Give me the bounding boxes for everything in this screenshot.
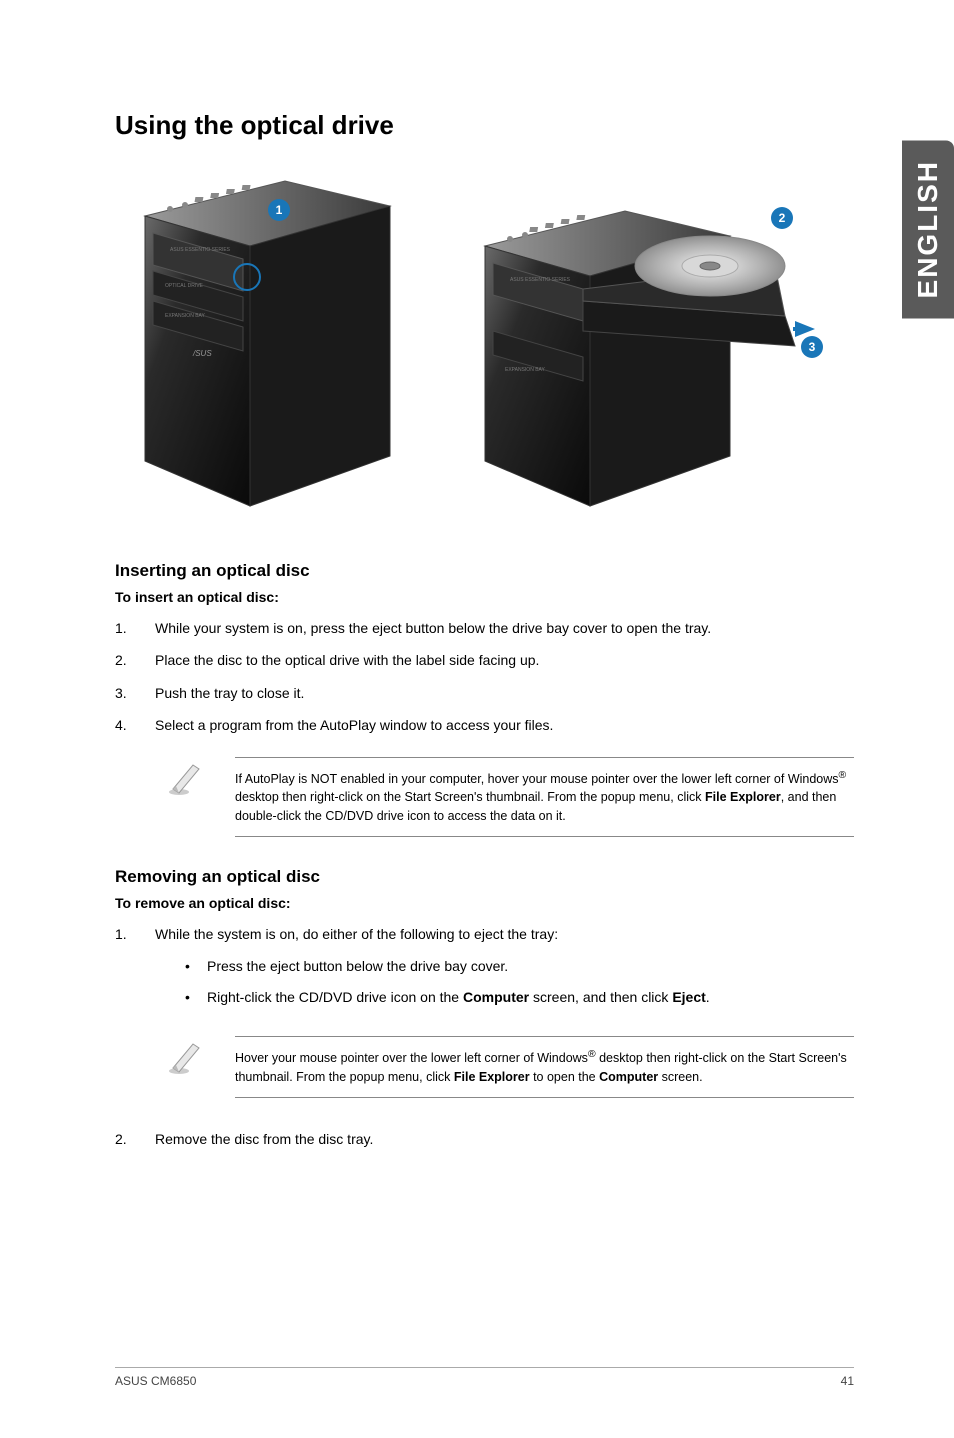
bullet-post: . [706, 989, 710, 1005]
reg-mark: ® [839, 770, 847, 781]
pencil-icon [165, 757, 205, 797]
tower-image-closed: ASUS ESSENTIO SERIES OPTICAL DRIVE EXPAN… [115, 171, 425, 521]
note-bold: File Explorer [454, 1070, 530, 1084]
note-mid: desktop then right-click on the Start Sc… [235, 790, 705, 804]
svg-text:EXPANSION BAY: EXPANSION BAY [165, 313, 205, 319]
insert-steps: While your system is on, press the eject… [115, 617, 854, 737]
remove-subhead: To remove an optical disc: [115, 895, 854, 911]
step-text: Place the disc to the optical drive with… [155, 649, 854, 671]
remove-steps-2: Remove the disc from the disc tray. [115, 1128, 854, 1150]
insert-subhead: To insert an optical disc: [115, 589, 854, 605]
remove-steps-1: While the system is on, do either of the… [115, 923, 854, 1016]
note-bold: File Explorer [705, 790, 781, 804]
note-pre: If AutoPlay is NOT enabled in your compu… [235, 772, 839, 786]
step-text: While the system is on, do either of the… [155, 926, 558, 942]
list-item: While your system is on, press the eject… [115, 617, 854, 639]
svg-text:ASUS ESSENTIO SERIES: ASUS ESSENTIO SERIES [510, 277, 571, 283]
note-block-1: If AutoPlay is NOT enabled in your compu… [165, 757, 854, 837]
page-content: Using the optical drive [0, 0, 954, 1438]
bullet-bold: Computer [463, 989, 529, 1005]
bullet-item: Press the eject button below the drive b… [185, 955, 854, 977]
remove-bullets: Press the eject button below the drive b… [155, 955, 854, 1008]
tower-closed-svg: ASUS ESSENTIO SERIES OPTICAL DRIVE EXPAN… [115, 171, 425, 521]
bullet-mid: screen, and then click [529, 989, 672, 1005]
list-item: While the system is on, do either of the… [115, 923, 854, 1016]
pencil-icon [165, 1036, 205, 1076]
note-block-2: Hover your mouse pointer over the lower … [165, 1036, 854, 1098]
note-post: screen. [658, 1070, 702, 1084]
note-bold: Computer [599, 1070, 658, 1084]
step-text: Remove the disc from the disc tray. [155, 1128, 854, 1150]
callout-circle-eject [233, 263, 261, 291]
svg-text:EXPANSION BAY: EXPANSION BAY [505, 367, 545, 373]
remove-heading: Removing an optical disc [115, 867, 854, 887]
tower-image-open: ASUS ESSENTIO SERIES EXPANSION BAY 2 3 [455, 171, 825, 521]
step-text: Push the tray to close it. [155, 682, 854, 704]
insert-heading: Inserting an optical disc [115, 561, 854, 581]
step-text: While your system is on, press the eject… [155, 617, 854, 639]
bullet-bold: Eject [672, 989, 705, 1005]
bullet-item: Right-click the CD/DVD drive icon on the… [185, 986, 854, 1008]
note-text-1: If AutoPlay is NOT enabled in your compu… [235, 757, 854, 837]
list-item: Push the tray to close it. [115, 682, 854, 704]
list-item: Select a program from the AutoPlay windo… [115, 714, 854, 736]
svg-text:/SUS: /SUS [192, 349, 212, 358]
footer-right: 41 [841, 1374, 854, 1388]
callout-2: 2 [771, 207, 793, 229]
page-footer: ASUS CM6850 41 [115, 1367, 854, 1388]
reg-mark: ® [588, 1049, 596, 1060]
tower-open-svg: ASUS ESSENTIO SERIES EXPANSION BAY [455, 171, 825, 521]
bullet-pre: Right-click the CD/DVD drive icon on the [207, 989, 463, 1005]
svg-text:ASUS ESSENTIO SERIES: ASUS ESSENTIO SERIES [170, 247, 231, 253]
callout-1: 1 [268, 199, 290, 221]
step-text: Select a program from the AutoPlay windo… [155, 714, 854, 736]
product-images-row: ASUS ESSENTIO SERIES OPTICAL DRIVE EXPAN… [115, 171, 854, 521]
note-pre: Hover your mouse pointer over the lower … [235, 1051, 588, 1065]
list-item: Place the disc to the optical drive with… [115, 649, 854, 671]
note-text-2: Hover your mouse pointer over the lower … [235, 1036, 854, 1098]
svg-text:OPTICAL DRIVE: OPTICAL DRIVE [165, 283, 204, 289]
footer-left: ASUS CM6850 [115, 1374, 196, 1388]
note-mid2: to open the [530, 1070, 600, 1084]
list-item: Remove the disc from the disc tray. [115, 1128, 854, 1150]
callout-3: 3 [801, 336, 823, 358]
page-title: Using the optical drive [115, 110, 854, 141]
